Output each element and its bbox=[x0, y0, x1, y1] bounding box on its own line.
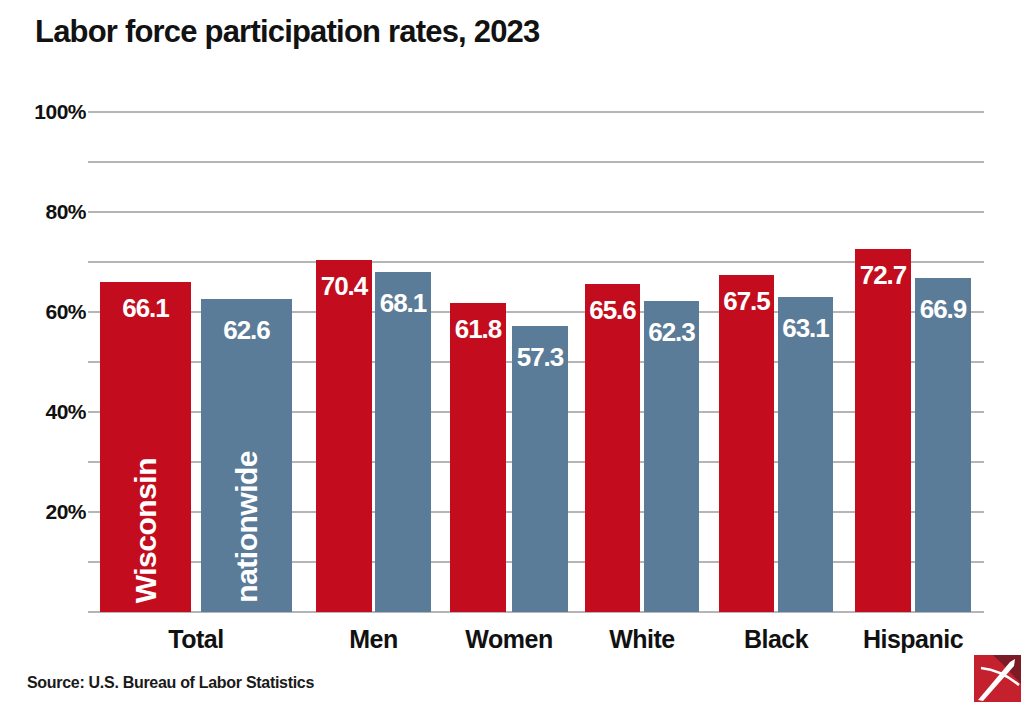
y-axis-tick-label: 80% bbox=[26, 200, 86, 224]
bar-value-label: 72.7 bbox=[855, 249, 911, 288]
bar-value-label: 68.1 bbox=[375, 272, 431, 316]
publisher-logo bbox=[974, 655, 1021, 702]
gridline-90pct bbox=[88, 161, 984, 163]
x-axis-label-hispanic: Hispanic bbox=[833, 625, 993, 654]
series-label-wisconsin: Wisconsin bbox=[129, 458, 163, 603]
chart-canvas: Labor force participation rates, 2023 10… bbox=[0, 0, 1024, 705]
bar-wisconsin-women: 61.8 bbox=[450, 303, 506, 612]
bar-nationwide-hispanic: 66.9 bbox=[915, 278, 971, 613]
bar-value-label: 62.6 bbox=[201, 299, 292, 343]
bar-wisconsin-total: 66.1 Wisconsin bbox=[100, 282, 191, 613]
y-axis-tick-label: 20% bbox=[26, 500, 86, 524]
gridline-100pct bbox=[88, 111, 984, 113]
bar-value-label: 61.8 bbox=[450, 303, 506, 342]
bar-value-label: 63.1 bbox=[778, 297, 833, 341]
bar-nationwide-total: 62.6 nationwide bbox=[201, 299, 292, 612]
plot-area: 66.1 Wisconsin 62.6 nationwide 70.468.1 61.85… bbox=[100, 112, 984, 612]
bar-wisconsin-white: 65.6 bbox=[585, 284, 640, 612]
gridline-70pct bbox=[88, 261, 984, 263]
chart-title: Labor force participation rates, 2023 bbox=[35, 14, 539, 50]
bar-value-label: 62.3 bbox=[644, 301, 699, 345]
bar-value-label: 70.4 bbox=[316, 260, 372, 299]
series-label-nationwide: nationwide bbox=[230, 451, 264, 603]
bar-value-label: 65.6 bbox=[585, 284, 640, 323]
bar-nationwide-men: 68.1 bbox=[375, 272, 431, 613]
gridline-80pct bbox=[88, 211, 984, 213]
bar-value-label: 66.9 bbox=[915, 278, 971, 322]
y-axis-tick-label: 60% bbox=[26, 300, 86, 324]
x-axis-label-black: Black bbox=[696, 625, 856, 654]
bar-nationwide-black: 63.1 bbox=[778, 297, 833, 613]
bar-nationwide-white: 62.3 bbox=[644, 301, 699, 613]
bar-nationwide-women: 57.3 bbox=[512, 326, 568, 613]
bar-wisconsin-black: 67.5 bbox=[719, 275, 774, 613]
x-axis-label-total: Total bbox=[116, 625, 276, 654]
y-axis-tick-label: 40% bbox=[26, 400, 86, 424]
bar-value-label: 66.1 bbox=[100, 282, 191, 321]
bar-wisconsin-men: 70.4 bbox=[316, 260, 372, 612]
source-note: Source: U.S. Bureau of Labor Statistics bbox=[27, 674, 314, 692]
bar-value-label: 57.3 bbox=[512, 326, 568, 370]
y-axis-tick-label: 100% bbox=[26, 100, 86, 124]
bar-value-label: 67.5 bbox=[719, 275, 774, 314]
bar-wisconsin-hispanic: 72.7 bbox=[855, 249, 911, 613]
